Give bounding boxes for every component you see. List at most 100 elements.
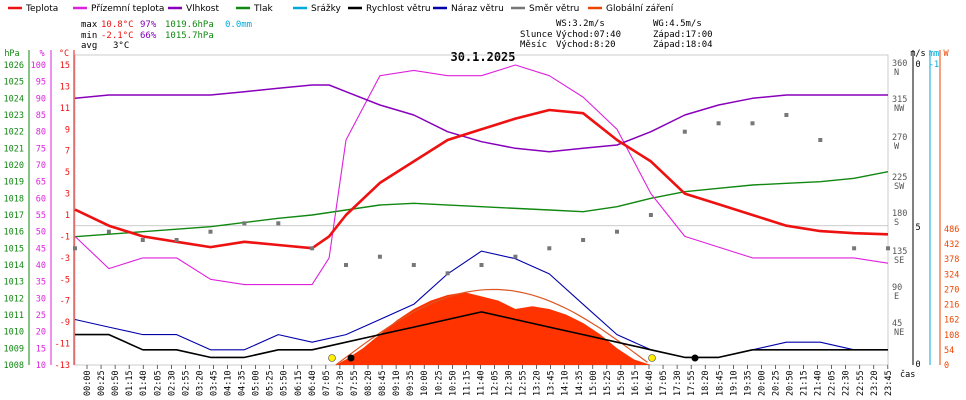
wind-dir-point-16 bbox=[615, 229, 619, 234]
pct-tick-17: 15 bbox=[36, 344, 46, 354]
pct-tick-10: 50 bbox=[36, 228, 46, 238]
hpa-tick-6: 1020 bbox=[4, 161, 24, 171]
x-tick-label-26: 10:50 bbox=[448, 370, 458, 396]
c-tick-9: -3 bbox=[60, 254, 70, 264]
dir-deg-4: 180 bbox=[892, 209, 907, 219]
x-tick-label-44: 18:20 bbox=[701, 370, 711, 396]
ms-top: 0 bbox=[915, 60, 920, 70]
x-tick-label-55: 22:55 bbox=[856, 370, 866, 396]
c-tick-10: -5 bbox=[60, 275, 70, 285]
c-tick-7: 1 bbox=[65, 211, 70, 221]
x-tick-label-41: 17:05 bbox=[659, 370, 669, 396]
ms-unit: m/s bbox=[910, 49, 925, 59]
wind-dir-point-0 bbox=[73, 246, 77, 251]
dir-name-6: E bbox=[894, 292, 899, 302]
stat-max-press: 1019.6hPa bbox=[165, 20, 214, 30]
c-tick-14: -13 bbox=[55, 361, 70, 371]
x-tick-label-8: 03:20 bbox=[195, 370, 205, 396]
stat-avg-label: avg bbox=[81, 41, 97, 51]
series-layer bbox=[73, 64, 890, 366]
series-pressure bbox=[74, 171, 889, 238]
c-tick-8: -1 bbox=[60, 232, 70, 242]
w-tick-7: 108 bbox=[944, 331, 959, 341]
w-tick-6: 162 bbox=[944, 316, 959, 326]
w-tick-9: 0 bbox=[944, 361, 949, 371]
wind-dir-point-23 bbox=[852, 246, 857, 251]
hpa-tick-12: 1014 bbox=[4, 261, 24, 271]
x-tick-label-53: 22:05 bbox=[828, 370, 838, 396]
mm-unit: mm bbox=[929, 49, 939, 59]
pct-tick-15: 25 bbox=[36, 311, 46, 321]
ms-bottom: 0 bbox=[915, 360, 920, 370]
stat-max-hum: 97% bbox=[140, 20, 157, 30]
series-radiation-area bbox=[335, 292, 651, 365]
dir-deg-5: 135 bbox=[892, 247, 907, 257]
hpa-tick-7: 1019 bbox=[4, 178, 24, 188]
x-tick-label-52: 21:40 bbox=[814, 370, 824, 396]
x-tick-label-54: 22:30 bbox=[842, 370, 852, 396]
pct-tick-5: 75 bbox=[36, 144, 46, 154]
x-tick-label-57: 23:45 bbox=[884, 370, 894, 396]
hpa-tick-5: 1021 bbox=[4, 144, 24, 154]
x-tick-label-23: 09:35 bbox=[406, 370, 416, 396]
wind-dir-point-9 bbox=[377, 254, 382, 259]
stat-min-temp: -2.1°C bbox=[101, 31, 134, 41]
hpa-tick-0: 1026 bbox=[4, 61, 24, 71]
x-tick-label-3: 01:15 bbox=[125, 370, 135, 396]
c-tick-13: -11 bbox=[55, 340, 70, 350]
stat-moon-set: Západ:18:04 bbox=[653, 40, 713, 50]
stat-sun-rise: Východ:07:40 bbox=[556, 30, 621, 40]
legend-label-8: Globální záření bbox=[606, 4, 674, 14]
wind-dir-point-5 bbox=[242, 221, 247, 226]
x-tick-label-56: 23:20 bbox=[870, 370, 880, 396]
pct-tick-0: 100 bbox=[31, 61, 46, 71]
pct-tick-11: 45 bbox=[36, 244, 46, 254]
hpa-tick-16: 1010 bbox=[4, 328, 24, 338]
axis-x: 00:00 00:25 00:50 01:15 01:40 02:05 02:30 02:55… bbox=[83, 365, 894, 396]
x-tick-label-39: 16:15 bbox=[631, 370, 641, 396]
x-tick-label-7: 02:55 bbox=[181, 370, 191, 396]
wind-dir-point-21 bbox=[784, 113, 789, 117]
x-tick-label-46: 19:10 bbox=[729, 370, 739, 396]
x-tick-label-17: 07:05 bbox=[322, 370, 332, 396]
hpa-tick-17: 1009 bbox=[4, 344, 24, 354]
wind-dir-point-18 bbox=[682, 129, 687, 134]
x-tick-label-5: 02:05 bbox=[153, 370, 163, 396]
wind-dir-point-11 bbox=[445, 271, 450, 276]
w-tick-8: 54 bbox=[944, 346, 954, 356]
wind-dir-point-15 bbox=[581, 238, 586, 242]
w-tick-5: 216 bbox=[944, 301, 959, 311]
pct-tick-8: 60 bbox=[36, 194, 46, 204]
x-tick-label-30: 12:30 bbox=[505, 370, 515, 396]
c-tick-5: 5 bbox=[65, 168, 70, 178]
x-tick-label-49: 20:25 bbox=[771, 370, 781, 396]
x-tick-label-19: 07:55 bbox=[350, 370, 360, 396]
w-tick-2: 378 bbox=[944, 255, 959, 265]
x-tick-label-13: 05:25 bbox=[266, 370, 276, 396]
series-humidity bbox=[74, 84, 888, 153]
stats-block: max 10.8°C 97% 1019.6hPa 0.0mm min -2.1°… bbox=[81, 19, 713, 51]
stat-max-rain: 0.0mm bbox=[225, 20, 252, 30]
axes-left: 1026102510241023102210211020101910181017… bbox=[4, 49, 75, 371]
ms-mid: 5 bbox=[915, 223, 920, 233]
hpa-tick-15: 1011 bbox=[4, 311, 24, 321]
hpa-tick-4: 1022 bbox=[4, 128, 24, 138]
legend-label-4: Srážky bbox=[311, 4, 342, 14]
chart-title: 30.1.2025 bbox=[450, 50, 515, 64]
x-tick-label-43: 17:55 bbox=[687, 370, 697, 396]
x-tick-label-37: 15:25 bbox=[603, 370, 613, 396]
dir-name-2: W bbox=[894, 142, 900, 152]
x-tick-label-40: 16:40 bbox=[645, 370, 655, 396]
w-tick-0: 486 bbox=[944, 225, 959, 235]
stat-moon-label: Měsíc bbox=[520, 40, 547, 50]
hpa-tick-14: 1012 bbox=[4, 294, 24, 304]
wind-dir-point-14 bbox=[547, 246, 552, 251]
series-wind-speed bbox=[75, 311, 888, 359]
hpa-tick-13: 1013 bbox=[4, 278, 24, 288]
stat-max-label: max bbox=[81, 20, 98, 30]
x-tick-label-12: 05:00 bbox=[252, 370, 262, 396]
hpa-tick-18: 1008 bbox=[4, 361, 24, 371]
wind-dir-point-17 bbox=[648, 213, 653, 217]
x-tick-label-35: 14:35 bbox=[575, 370, 585, 396]
wind-dir-point-13 bbox=[513, 254, 518, 259]
